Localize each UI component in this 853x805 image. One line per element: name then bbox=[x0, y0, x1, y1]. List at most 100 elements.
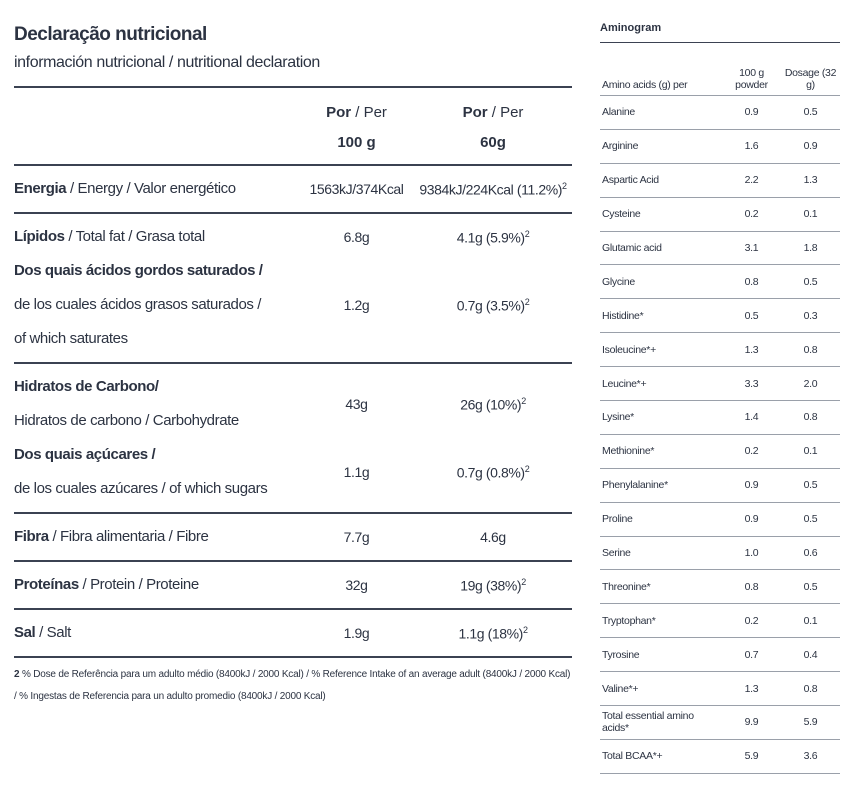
label-line: of which saturates bbox=[14, 330, 128, 347]
amount-cell: 0.7 bbox=[722, 637, 781, 673]
amino-row: Histidine* 0.5 0.3 bbox=[600, 298, 840, 334]
aminogram-title: Aminogram bbox=[600, 22, 840, 43]
heading-rest: / Per bbox=[491, 104, 524, 121]
amount-cell: 0.8 bbox=[781, 400, 840, 435]
amino-row: Tryptophan* 0.2 0.1 bbox=[600, 603, 840, 639]
amount-cell: 0.5 bbox=[781, 264, 840, 300]
amount-cell: 1.8 bbox=[781, 231, 840, 266]
nutrient-label: Dos quais ácidos gordos saturados / de lo… bbox=[14, 254, 299, 356]
amount-cell: 0.5 bbox=[781, 502, 840, 537]
amino-row: Tyrosine 0.7 0.4 bbox=[600, 637, 840, 673]
amino-row: Lysine* 1.4 0.8 bbox=[600, 400, 840, 435]
amino-row: Leucine*+ 3.3 2.0 bbox=[600, 366, 840, 402]
amino-row: Threonine* 0.8 0.5 bbox=[600, 569, 840, 605]
aminogram-table: Amino acids (g) per 100 g powder Dosage (3… bbox=[600, 43, 840, 774]
amount-cell: 0.1 bbox=[781, 434, 840, 469]
value-text: 4.1g (5.9%) bbox=[456, 229, 525, 246]
amount-cell: 1.3 bbox=[722, 671, 781, 707]
value-60g: 4.6g bbox=[414, 529, 572, 545]
amino-name: Glutamic acid bbox=[600, 231, 722, 266]
value-100g: 1.2g bbox=[343, 297, 370, 313]
amount-cell: 0.6 bbox=[781, 536, 840, 571]
footnote: 2 % Dose de Referência para um adulto mé… bbox=[14, 664, 572, 708]
nutrient-label: Lípidos / Total fat / Grasa total bbox=[14, 220, 299, 254]
amount-cell: 0.8 bbox=[722, 569, 781, 605]
amino-name: Isoleucine*+ bbox=[600, 332, 722, 368]
amount-cell: 0.3 bbox=[781, 298, 840, 334]
amino-name: Total essential amino acids* bbox=[600, 705, 722, 740]
value-60g: 19g (38%)2 bbox=[414, 577, 572, 594]
amino-row: Glutamic acid 3.1 1.8 bbox=[600, 231, 840, 266]
amino-name: Lysine* bbox=[600, 400, 722, 435]
value-60g: 0.7g (3.5%)2 bbox=[414, 297, 572, 314]
nutrient-row: Lípidos / Total fat / Grasa total 6.8g 4.1… bbox=[14, 220, 572, 254]
amount-cell: 0.1 bbox=[781, 197, 840, 232]
label-line: de los cuales ácidos grasos saturados / bbox=[14, 296, 262, 313]
amino-row: Aspartic Acid 2.2 1.3 bbox=[600, 163, 840, 198]
heading-bold: Por bbox=[326, 104, 352, 121]
nutrient-group: Lípidos / Total fat / Grasa total 6.8g 4.1… bbox=[14, 214, 572, 364]
nutrient-group: Energia / Energy / Valor energético 1563k… bbox=[14, 166, 572, 214]
amino-name: Proline bbox=[600, 502, 722, 537]
amount-cell: 0.2 bbox=[722, 197, 781, 232]
amount-cell: 0.5 bbox=[722, 298, 781, 334]
amount-cell: 1.3 bbox=[781, 163, 840, 198]
nutrient-row: Energia / Energy / Valor energético 1563k… bbox=[14, 172, 572, 206]
heading-amount: 100 g bbox=[337, 134, 376, 151]
nutrient-label: Sal / Salt bbox=[14, 616, 299, 650]
column-heading: Por / Per 60g bbox=[414, 98, 572, 158]
amino-name: Valine*+ bbox=[600, 671, 722, 707]
nutrient-group: Hidratos de Carbono/Hidratos de carbono … bbox=[14, 364, 572, 514]
amount-cell: 0.9 bbox=[722, 502, 781, 537]
amino-name: Arginine bbox=[600, 129, 722, 164]
nutrient-label: Hidratos de Carbono/Hidratos de carbono … bbox=[14, 370, 299, 438]
label-line: Hidratos de carbono / Carbohydrate bbox=[14, 412, 239, 429]
amino-row: Valine*+ 1.3 0.8 bbox=[600, 671, 840, 707]
amino-name: Total BCAA*+ bbox=[600, 739, 722, 774]
amount-cell: 0.2 bbox=[722, 434, 781, 469]
nutrient-label: Fibra / Fibra alimentaria / Fibre bbox=[14, 520, 299, 554]
heading-line: 60g bbox=[414, 128, 572, 158]
amount-cell: 0.5 bbox=[781, 468, 840, 503]
heading-line: Por / Per bbox=[414, 98, 572, 128]
heading-amount: 60g bbox=[480, 134, 506, 151]
label-line: Energia / Energy / Valor energético bbox=[14, 172, 299, 206]
label-bold: Dos quais ácidos gordos saturados / bbox=[14, 262, 263, 279]
label-line: Hidratos de Carbono/ bbox=[14, 370, 299, 404]
nutrient-row: Proteínas / Protein / Proteine 32g 19g (38… bbox=[14, 568, 572, 602]
footnote-text: % Dose de Referência para um adulto médi… bbox=[14, 669, 571, 702]
amount-cell: 0.1 bbox=[781, 603, 840, 639]
label-bold: Hidratos de Carbono/ bbox=[14, 378, 159, 395]
amount-cell: 0.9 bbox=[781, 129, 840, 164]
nutrient-group: Fibra / Fibra alimentaria / Fibre 7.7g 4.6… bbox=[14, 514, 572, 562]
amount-cell: 9.9 bbox=[722, 705, 781, 740]
value-text: 4.6g bbox=[480, 529, 506, 545]
amino-name: Glycine bbox=[600, 264, 722, 300]
value-100g: 1.1g bbox=[343, 464, 370, 480]
header-cell: Dosage (32 g) bbox=[781, 43, 840, 96]
subtitle: información nutricional / nutritional de… bbox=[14, 54, 572, 88]
nutrient-group: Proteínas / Protein / Proteine 32g 19g (38… bbox=[14, 562, 572, 610]
value-text: 0.7g (0.8%) bbox=[456, 464, 525, 481]
value-text: 19g (38%) bbox=[460, 577, 522, 594]
amino-row: Isoleucine*+ 1.3 0.8 bbox=[600, 332, 840, 368]
header-cell: Amino acids (g) per bbox=[600, 43, 722, 96]
amount-cell: 3.1 bbox=[722, 231, 781, 266]
amino-name: Tryptophan* bbox=[600, 603, 722, 639]
value-100g: 1.9g bbox=[343, 625, 370, 641]
label-rest: / Protein / Proteine bbox=[82, 576, 200, 593]
label-line: Lípidos / Total fat / Grasa total bbox=[14, 220, 299, 254]
amino-name: Phenylalanine* bbox=[600, 468, 722, 503]
value-60g: 1.1g (18%)2 bbox=[414, 625, 572, 642]
value-100g: 43g bbox=[345, 396, 368, 412]
value-text: 0.7g (3.5%) bbox=[456, 297, 525, 314]
value-60g: 26g (10%)2 bbox=[414, 396, 572, 413]
heading-line: Por / Per bbox=[299, 98, 414, 128]
nutrient-group: Sal / Salt 1.9g 1.1g (18%)2 bbox=[14, 610, 572, 658]
note-mark: 2 bbox=[521, 395, 526, 406]
nutrition-panel: Declaração nutricional información nutri… bbox=[14, 24, 572, 708]
value-text: 9384kJ/224Kcal (11.2%) bbox=[419, 181, 563, 198]
amino-row: Proline 0.9 0.5 bbox=[600, 502, 840, 537]
amount-cell: 2.0 bbox=[781, 366, 840, 402]
